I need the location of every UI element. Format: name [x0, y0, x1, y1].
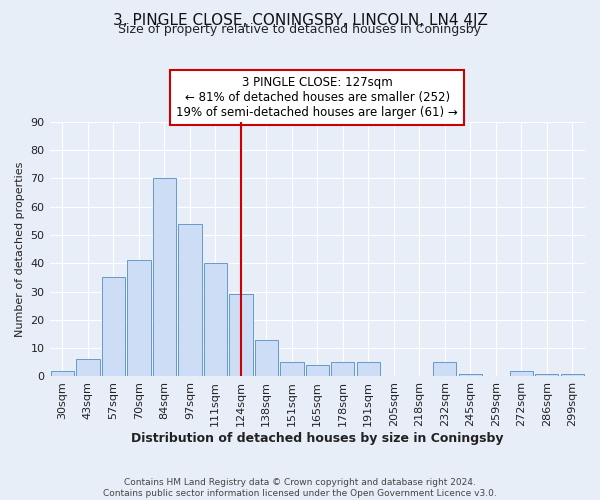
Bar [50, 371, 74, 376]
Text: Size of property relative to detached houses in Coningsby: Size of property relative to detached ho… [119, 22, 482, 36]
Bar [356, 362, 380, 376]
Bar [280, 362, 304, 376]
Bar [229, 294, 253, 376]
Bar [331, 362, 355, 376]
Bar [178, 224, 202, 376]
Text: 3 PINGLE CLOSE: 127sqm
← 81% of detached houses are smaller (252)
19% of semi-de: 3 PINGLE CLOSE: 127sqm ← 81% of detached… [176, 76, 458, 120]
Bar [152, 178, 176, 376]
Bar [127, 260, 151, 376]
Text: 3, PINGLE CLOSE, CONINGSBY, LINCOLN, LN4 4JZ: 3, PINGLE CLOSE, CONINGSBY, LINCOLN, LN4… [113, 12, 487, 28]
Text: Contains HM Land Registry data © Crown copyright and database right 2024.
Contai: Contains HM Land Registry data © Crown c… [103, 478, 497, 498]
Bar [535, 374, 559, 376]
Bar [101, 278, 125, 376]
Bar [509, 371, 533, 376]
Bar [433, 362, 457, 376]
Bar [76, 360, 100, 376]
Bar [305, 365, 329, 376]
Bar [560, 374, 584, 376]
Y-axis label: Number of detached properties: Number of detached properties [15, 162, 25, 337]
Bar [458, 374, 482, 376]
Bar [203, 264, 227, 376]
X-axis label: Distribution of detached houses by size in Coningsby: Distribution of detached houses by size … [131, 432, 503, 445]
Bar [254, 340, 278, 376]
